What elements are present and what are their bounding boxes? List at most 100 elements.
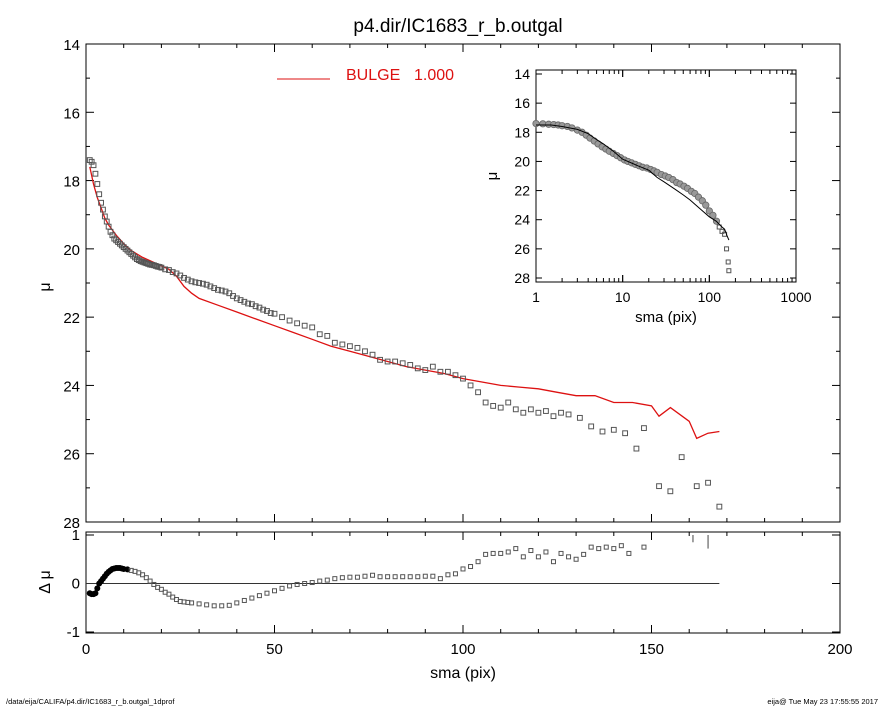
residual-point [618,543,624,549]
residual-point [543,549,549,555]
residual-point [437,576,443,582]
y-tick-label: 20 [63,242,80,259]
data-point [279,314,285,321]
data-point [118,242,125,249]
residual-point [189,600,195,606]
data-point [130,252,137,259]
residual-point [445,572,451,578]
data-point [324,333,331,339]
data-point [286,317,293,324]
data-point [96,191,103,198]
data-point [137,258,144,265]
residual-point [430,573,436,579]
data-point [467,382,474,389]
residual-point [354,574,360,580]
y-tick-label: 26 [63,447,80,464]
data-point [422,367,429,373]
residual-point [92,590,99,597]
residual-point [558,550,564,556]
data-point [558,409,564,416]
data-point [362,348,368,355]
data-point [369,351,376,358]
x-tick-label: 200 [827,641,852,658]
residual-point [498,550,504,556]
data-point [199,280,206,287]
inset-y-tick-label: 22 [514,183,530,199]
data-point [599,428,606,435]
residual-point [140,572,146,578]
data-point [94,181,101,187]
residual-point [588,544,594,550]
inset-y-tick-label: 28 [514,270,530,286]
residual-point [566,554,572,560]
residual-point [256,593,262,599]
data-point [88,158,95,165]
inset-y-tick-label: 20 [514,153,530,169]
residual-point [279,585,285,591]
residual-point [211,603,217,609]
data-point [126,249,133,256]
inset-data-point [532,119,540,128]
data-point [233,295,240,302]
residual-point [309,580,315,586]
data-point [301,322,308,329]
inset-y-tick-label: 16 [514,95,530,111]
residual-point [339,575,345,581]
residual-point [641,544,647,550]
residual-point [505,549,511,555]
data-point [100,206,106,213]
data-point [384,358,391,365]
data-point [399,360,406,367]
data-point [86,157,93,163]
data-point [111,235,118,242]
residual-point [596,546,602,552]
data-point [192,279,199,286]
data-point [196,280,202,286]
residual-point [204,602,210,608]
residual-point [362,573,368,579]
data-point [656,483,662,490]
y-tick-label: 14 [63,37,80,54]
data-point [407,362,414,368]
data-point [294,320,301,327]
data-point [445,368,451,375]
data-point [222,288,229,295]
data-point [316,331,323,338]
residual-point [581,551,587,557]
y-tick-label: 28 [63,515,80,532]
data-point [377,356,383,363]
x-tick-label: 50 [266,641,283,658]
residual-point [166,591,172,597]
data-point [241,298,248,305]
data-point [145,260,152,267]
residual-point [151,581,157,587]
inset-plot-area: 14 16 18 20 22 24 26 281 10 100 1000 [514,66,811,305]
data-point [124,247,131,254]
data-point [527,406,534,413]
data-point [115,239,121,245]
data-point [237,297,244,303]
data-point [122,245,129,252]
residual-point [392,574,398,580]
residual-point [460,566,466,572]
inset-y-tick-label: 26 [514,241,530,257]
y-tick-label: 16 [63,105,80,122]
data-point [135,257,142,264]
residual-point [264,590,270,596]
data-point [512,406,519,413]
inset-plot-frame [535,69,797,283]
data-point [109,232,116,239]
data-point [107,228,114,235]
residual-point [324,577,330,583]
residual-point [415,574,421,580]
data-point [414,365,421,372]
residual-point [528,548,534,554]
residual-point [452,571,458,577]
data-point [633,445,640,452]
residual-point [422,573,428,579]
residual-point [294,581,300,587]
data-point [139,258,146,265]
data-point [98,199,104,206]
inset-model-line [536,124,730,241]
